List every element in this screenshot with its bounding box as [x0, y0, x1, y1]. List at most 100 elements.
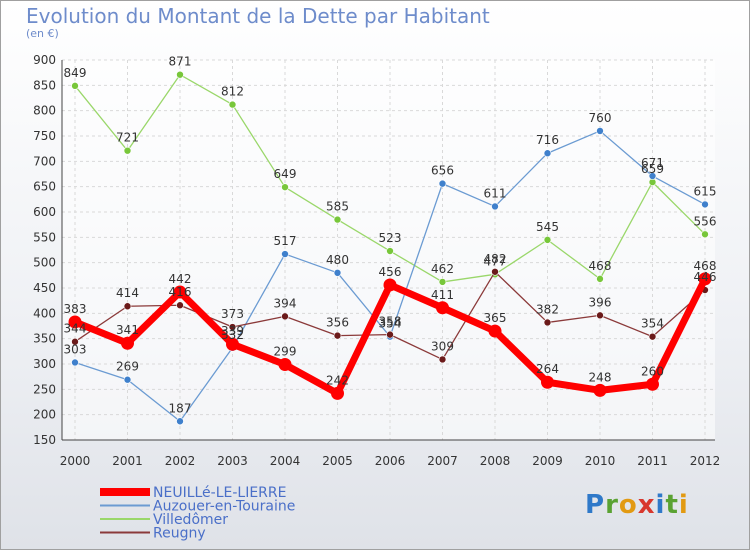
y-tick-label: 600	[33, 205, 56, 219]
data-label: 480	[326, 253, 349, 267]
data-label: 446	[694, 270, 717, 284]
data-label: 671	[641, 156, 664, 170]
legend-entry: Villedômer	[153, 512, 228, 528]
data-point	[123, 146, 132, 155]
data-label: 849	[64, 66, 87, 80]
data-label: 442	[169, 272, 192, 286]
data-point	[543, 236, 552, 244]
data-point	[71, 337, 79, 346]
data-label: 517	[274, 234, 297, 248]
data-point	[123, 375, 132, 384]
data-point	[386, 247, 394, 255]
data-point	[173, 285, 187, 299]
data-label: 716	[536, 133, 559, 147]
data-label: 468	[589, 259, 612, 273]
x-tick-label: 2000	[60, 454, 91, 468]
data-label: 264	[536, 362, 559, 376]
data-point	[71, 358, 79, 367]
data-label: 187	[169, 401, 192, 415]
data-labels: 383 341 442 339 299 242 456 411 365 264 248 260 468 3…	[64, 55, 717, 416]
proxiti-logo: Proxiti	[585, 490, 689, 520]
data-label: 482	[484, 252, 507, 266]
data-label: 649	[274, 167, 297, 181]
x-tick-label: 2012	[690, 454, 721, 468]
data-point	[596, 127, 604, 135]
x-tick-label: 2008	[480, 454, 511, 468]
y-tick-label: 150	[33, 433, 56, 447]
data-label: 373	[221, 307, 244, 321]
data-point	[281, 312, 289, 321]
data-point	[596, 311, 604, 320]
data-point	[176, 301, 184, 310]
y-tick-label: 200	[33, 408, 56, 422]
legend: NEUILLé-LE-LIERREAuzouer-en-TouraineVill…	[100, 485, 295, 542]
data-label: 354	[379, 317, 402, 331]
y-tick-label: 650	[33, 180, 56, 194]
data-label: 462	[431, 262, 454, 276]
data-label: 871	[169, 55, 192, 69]
data-label: 396	[589, 295, 612, 309]
logo-letter: i	[678, 490, 689, 520]
data-label: 332	[221, 328, 244, 342]
y-tick-label: 450	[33, 281, 56, 295]
data-label: 303	[64, 342, 87, 356]
data-point	[593, 383, 607, 397]
data-point	[438, 179, 447, 188]
data-point	[596, 275, 604, 283]
y-tick-label: 700	[33, 154, 56, 168]
data-label: 339	[221, 324, 244, 338]
data-label: 365	[484, 311, 507, 325]
y-tick-label: 900	[33, 53, 56, 67]
data-point	[176, 70, 184, 79]
data-label: 611	[484, 186, 507, 200]
chart-title: Evolution du Montant de la Dette par Hab…	[26, 4, 490, 28]
data-label: 299	[274, 345, 297, 359]
data-label: 414	[116, 286, 139, 300]
data-point	[701, 200, 709, 209]
x-tick-label: 2009	[532, 454, 563, 468]
logo-letter: o	[618, 490, 638, 520]
data-point	[333, 331, 342, 340]
data-label: 383	[64, 302, 87, 316]
data-label: 248	[589, 370, 612, 384]
x-tick-label: 2003	[217, 454, 248, 468]
legend-entry: NEUILLé-LE-LIERRE	[153, 485, 287, 501]
data-label: 721	[116, 131, 139, 145]
data-label: 585	[326, 200, 349, 214]
data-label: 260	[641, 364, 664, 378]
data-label: 656	[431, 164, 454, 178]
data-label: 356	[326, 316, 349, 330]
x-tick-label: 2005	[322, 454, 353, 468]
data-label: 468	[694, 259, 717, 273]
data-label: 358	[379, 315, 402, 329]
data-point	[333, 215, 342, 224]
data-label: 456	[379, 265, 402, 279]
logo-letter: P	[585, 490, 606, 520]
data-point	[648, 172, 657, 180]
data-point	[228, 323, 237, 331]
data-point	[436, 301, 449, 315]
legend-entry: Reugny	[153, 526, 206, 542]
data-point	[386, 330, 394, 339]
x-tick-label: 2006	[375, 454, 406, 468]
data-label: 812	[221, 85, 244, 99]
data-point	[698, 272, 712, 286]
x-tick-label: 2011	[637, 454, 668, 468]
axes: 150 200 250 300 350 400 450 500 550 600 650 700 750 8…	[33, 53, 720, 468]
data-label: 760	[589, 111, 612, 125]
legend-entry: Auzouer-en-Touraine	[153, 499, 295, 515]
y-tick-label: 250	[33, 382, 56, 396]
data-label: 394	[274, 296, 297, 310]
x-tick-label: 2007	[427, 454, 458, 468]
data-label: 354	[641, 317, 664, 331]
data-label: 556	[694, 214, 717, 228]
x-tick-label: 2002	[165, 454, 196, 468]
data-point	[121, 336, 134, 350]
data-label: 411	[431, 288, 454, 302]
y-tick-label: 500	[33, 256, 56, 270]
data-point	[438, 278, 447, 286]
data-label: 341	[116, 323, 139, 337]
data-point	[228, 100, 237, 109]
x-tick-label: 2010	[585, 454, 616, 468]
